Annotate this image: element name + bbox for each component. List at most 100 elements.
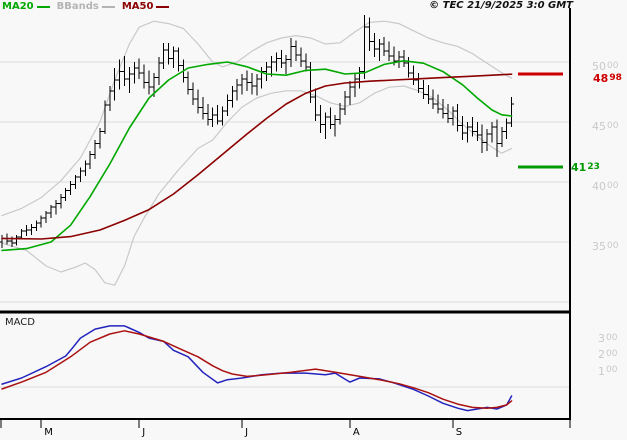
ohlc-bar xyxy=(195,89,201,114)
macd-tick-label-200: 200 xyxy=(598,349,617,362)
ohlc-bar xyxy=(440,99,446,119)
ohlc-bar xyxy=(425,84,431,104)
ohlc-bar xyxy=(308,62,314,103)
legend-item-ma50: MA50 xyxy=(122,1,170,12)
legend-dash-icon xyxy=(101,5,115,8)
price-tick-label-3500-sup: 00 xyxy=(607,240,619,251)
ohlc-bar xyxy=(234,78,240,101)
macd-tick-label-300: 300 xyxy=(598,333,617,346)
ohlc-bar xyxy=(156,57,162,85)
ohlc-bar xyxy=(264,62,270,82)
level-label-4898-sup: 98 xyxy=(609,72,622,83)
ohlc-bar xyxy=(278,50,284,68)
ohlc-bar xyxy=(92,140,98,160)
ohlc-bar xyxy=(33,220,39,232)
ohlc-bar xyxy=(465,122,470,143)
ohlc-bar xyxy=(406,57,412,78)
month-label-S: S xyxy=(455,427,463,438)
ohlc-bar xyxy=(435,94,441,114)
ohlc-bar xyxy=(190,82,196,106)
ohlc-bar xyxy=(53,200,59,215)
ohlc-bar xyxy=(273,52,279,72)
ohlc-bar xyxy=(229,86,235,108)
ohlc-bar xyxy=(411,65,417,85)
macd-signal-line xyxy=(1,330,513,409)
price-tick-label-4000-main: 40 xyxy=(592,180,606,193)
ohlc-bar xyxy=(19,228,25,240)
bollinger-bands-lines xyxy=(1,20,513,286)
ohlc-bar xyxy=(131,62,137,84)
level-label-4123: 4123 xyxy=(571,162,600,175)
legend-item-ma20: MA20 xyxy=(2,1,50,12)
ohlc-bar xyxy=(298,47,304,67)
ohlc-bar xyxy=(87,150,93,169)
ohlc-bar xyxy=(430,89,436,109)
ohlc-bar xyxy=(484,129,490,151)
ohlc-bar xyxy=(445,104,451,124)
ohlc-bar xyxy=(136,58,142,79)
ohlc-bar xyxy=(489,122,495,143)
ohlc-bar xyxy=(494,119,500,157)
ohlc-bar xyxy=(43,210,49,223)
ma50-line xyxy=(1,73,513,240)
macd-tick-label-200-sup: 00 xyxy=(606,348,618,359)
ohlc-bar xyxy=(367,17,372,52)
ohlc-bar xyxy=(469,117,475,137)
legend-item-bbands: BBands xyxy=(57,1,115,12)
legend-label: MA50 xyxy=(121,1,154,12)
ohlc-bar xyxy=(244,70,250,91)
price-tick-label-5000-main: 50 xyxy=(592,60,606,73)
ohlc-bar xyxy=(112,68,118,101)
ohlc-bar xyxy=(381,36,387,56)
ohlc-bar xyxy=(313,88,319,121)
ohlc-bar xyxy=(396,51,402,68)
macd-title: MACD xyxy=(5,317,35,328)
ohlc-bar xyxy=(376,39,382,61)
macd-tick-label-300-sup: 00 xyxy=(606,332,618,343)
moving-average-lines xyxy=(1,59,513,252)
ohlc-bar xyxy=(171,46,176,68)
ohlc-bar xyxy=(28,224,34,235)
ohlc-bar xyxy=(185,71,191,95)
ohlc-bar xyxy=(146,70,152,95)
ohlc-bar xyxy=(102,100,108,134)
chart-legend: MA20 BBands MA50 xyxy=(2,1,170,12)
price-tick-label-4000-sup: 00 xyxy=(607,180,619,191)
ohlc-bar xyxy=(82,160,88,176)
macd-tick-label-100-sup: 00 xyxy=(606,365,618,376)
ohlc-bar xyxy=(73,174,78,190)
price-tick-label-5000: 5000 xyxy=(592,61,618,74)
ohlc-bar xyxy=(200,96,206,120)
ohlc-bar xyxy=(509,96,515,127)
ohlc-bar xyxy=(205,104,211,126)
ohlc-bar xyxy=(322,112,328,139)
ohlc-bar xyxy=(175,47,181,72)
macd-lines xyxy=(0,325,570,412)
ohlc-bar xyxy=(342,90,348,115)
ohlc-bar xyxy=(283,54,289,74)
ohlc-bar xyxy=(24,225,29,236)
ohlc-bar xyxy=(357,66,363,89)
ohlc-bar xyxy=(68,180,74,196)
ohlc-bar xyxy=(455,104,461,132)
ohlc-bar xyxy=(77,167,83,182)
ohlc-bar xyxy=(318,105,323,133)
bbands-upper-line xyxy=(1,20,513,217)
ohlc-bar xyxy=(141,64,147,89)
ohlc-bar xyxy=(362,15,368,79)
price-tick-label-3500: 3500 xyxy=(592,241,618,254)
ohlc-bar xyxy=(38,215,44,228)
ohlc-bar xyxy=(58,194,64,209)
ohlc-bar xyxy=(293,40,299,61)
ohlc-bar xyxy=(460,116,466,140)
level-label-4123-main: 41 xyxy=(571,161,587,175)
ohlc-bar xyxy=(48,204,54,218)
ohlc-bar xyxy=(450,106,456,126)
price-tick-label-4000: 4000 xyxy=(592,181,618,194)
ohlc-bar xyxy=(239,74,245,95)
ohlc-bar xyxy=(126,66,132,94)
price-level-lines xyxy=(518,72,563,169)
ohlc-bar xyxy=(224,94,230,116)
